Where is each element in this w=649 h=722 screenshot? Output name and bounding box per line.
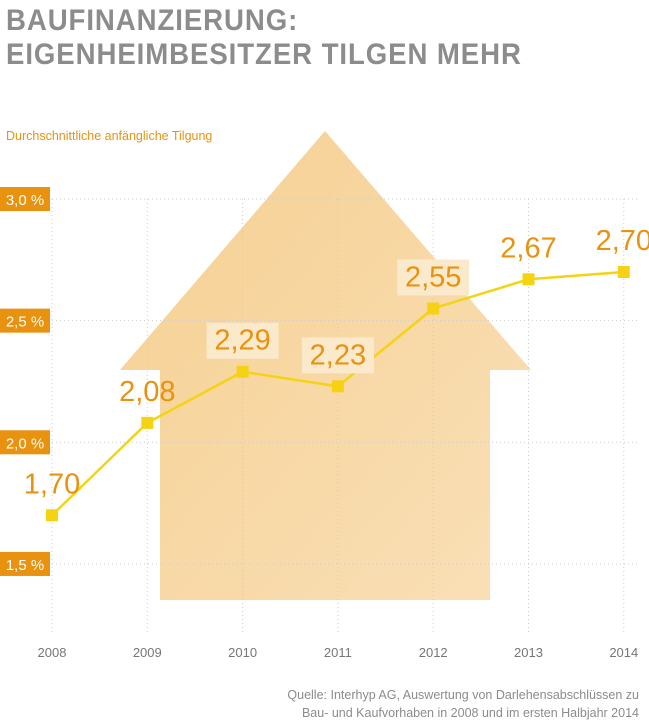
data-label-box-2011 — [301, 337, 374, 374]
x-tick-label-2010: 2010 — [228, 645, 257, 660]
data-label-2014: 2,70 — [596, 225, 649, 257]
chart-title-line-1: BAUFINANZIERUNG: — [6, 4, 299, 37]
data-point-2010 — [236, 365, 249, 378]
x-tick-label-2013: 2013 — [514, 645, 543, 660]
data-point-2008 — [46, 509, 58, 522]
x-tick-label-2011: 2011 — [324, 645, 352, 660]
data-point-2012 — [427, 302, 440, 315]
data-label-box-2012 — [397, 259, 470, 296]
chart-title-line-2: EIGENHEIMBESITZER TILGEN MEHR — [6, 38, 522, 71]
data-point-2009 — [141, 416, 154, 429]
y-tick-label-2: 2,5 % — [6, 314, 44, 331]
x-tick-label-2014: 2014 — [609, 645, 638, 660]
y-axis-title: Durchschnittliche anfängliche Tilgung — [6, 129, 213, 143]
x-tick-label-2009: 2009 — [133, 645, 162, 660]
data-label-2012: 2,55 — [405, 261, 461, 293]
y-tick-label-0: 1,5 % — [6, 557, 44, 574]
y-tick-label-1: 2,0 % — [6, 435, 44, 452]
source-line-2: Bau- und Kaufvorhaben in 2008 und im ers… — [301, 706, 639, 720]
data-label-2013: 2,67 — [500, 232, 556, 264]
source-line-1: Quelle: Interhyp AG, Auswertung von Darl… — [287, 688, 639, 702]
chart-title: BAUFINANZIERUNG: EIGENHEIMBESITZER TILGE… — [6, 4, 522, 72]
data-label-2011: 2,23 — [310, 339, 366, 371]
data-point-2014 — [617, 265, 630, 278]
data-label-2008: 1,70 — [24, 468, 80, 500]
data-label-2009: 2,08 — [119, 376, 175, 408]
data-point-2013 — [522, 273, 535, 286]
data-point-2011 — [331, 380, 344, 393]
data-label-box-2010 — [206, 322, 279, 359]
source-note: Quelle: Interhyp AG, Auswertung von Darl… — [219, 686, 639, 722]
y-tick-box-2 — [0, 308, 50, 333]
y-tick-box-0 — [0, 551, 50, 576]
y-tick-label-3: 3,0 % — [6, 192, 44, 209]
y-tick-box-3 — [0, 187, 50, 211]
x-tick-label-2012: 2012 — [419, 645, 448, 660]
data-label-2010: 2,29 — [214, 325, 270, 357]
y-tick-box-1 — [0, 430, 50, 455]
x-tick-label-2008: 2008 — [38, 645, 67, 660]
